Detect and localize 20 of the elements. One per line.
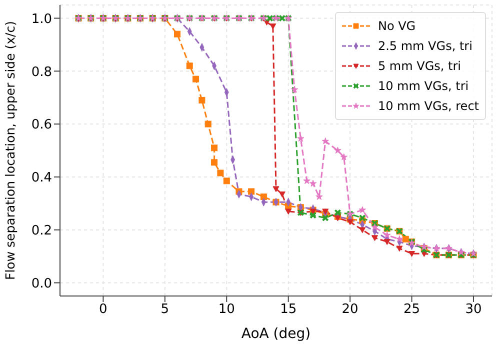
y-tick-label: 1.0 <box>31 12 52 27</box>
x-axis-title: AoA (deg) <box>241 326 311 342</box>
y-tick-label: 0.4 <box>31 170 52 186</box>
x-tick-label: 10 <box>218 302 235 318</box>
x-tick-label: 20 <box>342 302 358 318</box>
y-tick-label: 0.0 <box>31 276 52 292</box>
legend-label: 5 mm VGs, tri <box>378 59 461 73</box>
legend-label: 2.5 mm VGs, tri <box>378 39 472 53</box>
x-tick-label: 15 <box>280 302 297 318</box>
x-tick-label: 0 <box>99 302 108 318</box>
legend-label: 10 mm VGs, rect <box>378 99 479 113</box>
y-tick-label: 0.2 <box>31 223 52 238</box>
y-tick-label: 0.8 <box>31 64 52 80</box>
x-tick-label: 30 <box>465 302 482 318</box>
x-tick-label: 5 <box>160 302 170 318</box>
legend-label: No VG <box>378 19 416 33</box>
legend-label: 10 mm VGs, tri <box>378 79 469 93</box>
x-tick-label: 25 <box>404 302 420 318</box>
y-tick-label: 0.6 <box>31 118 52 133</box>
y-axis-title: Flow separation location, upper side (x/c) <box>2 21 18 280</box>
